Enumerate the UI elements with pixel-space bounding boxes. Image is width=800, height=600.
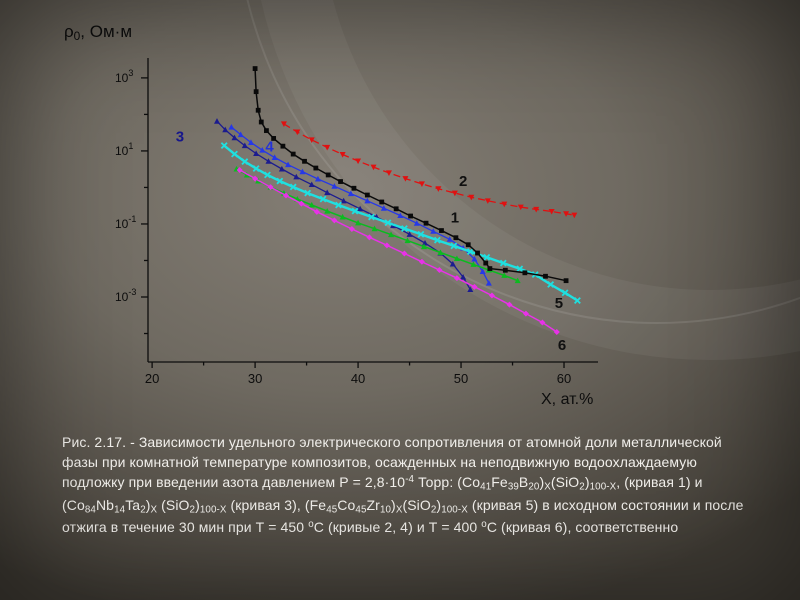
y-tick-label: 103 [115, 68, 133, 85]
text-segment: (SiO [157, 496, 190, 513]
series-1 [252, 66, 569, 284]
text-segment: ) [539, 474, 545, 491]
text-segment: X [395, 504, 403, 516]
curve-label-5: 5 [555, 295, 563, 312]
text-segment: Рис. 2.17. - Зависимости удельного элект… [62, 434, 722, 491]
text-segment: о [481, 519, 487, 531]
curve-label-1: 1 [451, 209, 459, 226]
text-segment: 100-X [589, 481, 617, 493]
text-segment: Ta [125, 496, 141, 513]
resistivity-vs-composition-chart: 20 30 40 50 60 103 101 10-1 10-3 1 2 3 4 5 6 [115, 58, 598, 386]
text-segment: , Ом·м [80, 22, 133, 41]
text-segment: 100-X [441, 504, 468, 516]
text-segment: Fe [491, 474, 508, 491]
text-segment: С (кривая 6), соответственно [486, 519, 679, 536]
x-tick-label: 60 [557, 371, 571, 386]
curve-label-6: 6 [558, 337, 566, 354]
text-segment: 10 [379, 504, 392, 516]
y-tick-label: 101 [115, 141, 133, 158]
text-segment: ) [195, 496, 200, 513]
text-segment: X [544, 481, 551, 493]
y-axis-title: ρ0, Ом·м [64, 22, 132, 43]
text-segment: ρ [64, 22, 74, 41]
text-segment: 2 [189, 504, 196, 516]
text-segment: 0 [73, 28, 81, 43]
figure-caption: Рис. 2.17. - Зависимости удельного элект… [62, 432, 754, 538]
x-tick-label: 20 [145, 371, 159, 386]
series-unlabeled-green [233, 165, 521, 284]
text-segment: 84 [84, 504, 96, 516]
text-segment: 2 [579, 481, 585, 493]
x-tick-label: 40 [351, 371, 365, 386]
curve-label-2: 2 [459, 173, 467, 190]
series-line [223, 144, 579, 302]
text-segment: 14 [114, 504, 126, 516]
text-segment: X [150, 504, 158, 516]
text-segment: 2 [140, 504, 146, 516]
x-tick-label: 50 [454, 371, 468, 386]
series-line [216, 120, 471, 290]
y-tick-label: 10-3 [115, 287, 136, 304]
text-segment: Nb [95, 496, 115, 513]
text-segment: B [518, 474, 529, 491]
text-segment: 100-X [199, 504, 227, 516]
text-segment: ) [391, 496, 396, 513]
curve-label-4: 4 [265, 139, 274, 156]
text-segment: , (кривая 1) и (Co [62, 474, 703, 513]
text-segment: -4 [405, 474, 415, 486]
text-segment: ) [436, 496, 442, 513]
axes [141, 58, 598, 368]
text-segment: ) [584, 474, 590, 491]
text-segment: (кривая 3), (Fe [226, 496, 327, 513]
text-segment: 45 [326, 504, 338, 516]
series-2 [280, 121, 578, 219]
series-5 [220, 142, 581, 304]
x-tick-label: 30 [248, 371, 262, 386]
text-segment: 2 [430, 504, 437, 516]
text-segment: 45 [355, 504, 367, 516]
text-segment: 41 [480, 481, 492, 493]
y-tick-label: 10-1 [115, 214, 136, 231]
text-segment: 20 [528, 481, 540, 493]
text-segment: 39 [507, 481, 519, 493]
text-segment: С (кривые 2, 4) и Т = 400 [313, 519, 482, 536]
series-line [283, 123, 575, 216]
x-axis-title: X, ат.% [541, 391, 594, 408]
text-segment: Торр: (Co [414, 474, 481, 491]
curve-label-3: 3 [176, 129, 184, 146]
series-line [236, 168, 518, 282]
text-segment: (SiO [402, 496, 431, 513]
text-segment: Co [337, 496, 356, 513]
series-6 [236, 167, 560, 336]
text-segment: о [308, 519, 314, 531]
text-segment: (кривая 5) в исходном состоянии и после … [62, 496, 744, 536]
series-line [254, 68, 567, 282]
text-segment: ) [145, 496, 151, 513]
series-line [239, 169, 558, 333]
series-4 [228, 123, 492, 286]
text-segment: (SiO [550, 474, 580, 491]
text-segment: Zr [366, 496, 380, 513]
